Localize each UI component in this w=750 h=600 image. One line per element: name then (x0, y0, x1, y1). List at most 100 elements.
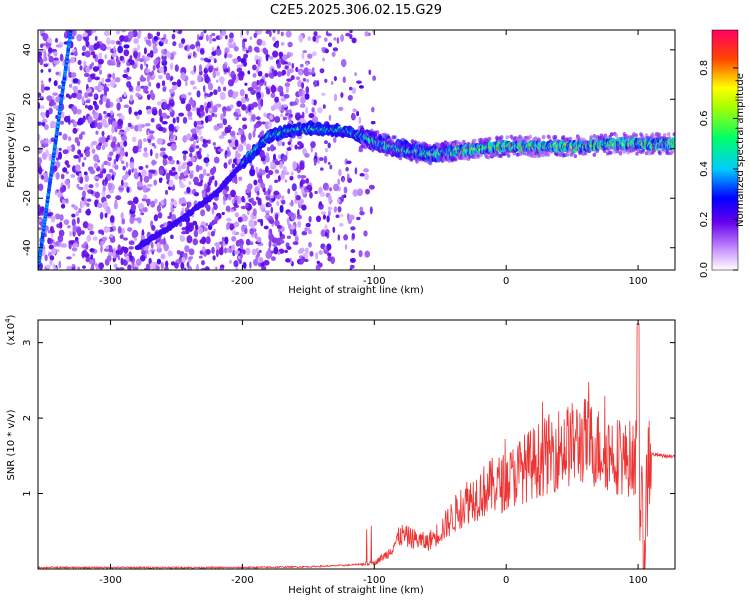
heatmap-noise-cell (171, 81, 177, 86)
heatmap-noise-cell (223, 195, 226, 202)
heatmap-noise-cell (160, 253, 166, 260)
heatmap-noise-cell (304, 153, 310, 158)
heatmap-noise-cell (208, 139, 211, 144)
heatmap-noise-cell (193, 65, 197, 73)
heatmap-noise-cell (198, 128, 202, 136)
heatmap-noise-cell (170, 234, 174, 239)
heatmap-noise-cell (332, 47, 339, 52)
heatmap-noise-cell (38, 183, 44, 191)
heatmap-noise-cell (144, 123, 151, 127)
heatmap-noise-cell (55, 38, 58, 43)
heatmap-noise-cell (75, 211, 79, 217)
heatmap-noise-cell (244, 93, 248, 99)
heatmap-noise-cell (275, 160, 280, 166)
heatmap-noise-cell (137, 123, 142, 132)
heatmap-noise-cell (258, 103, 262, 111)
heatmap-noise-cell (150, 241, 154, 249)
heatmap-noise-cell (133, 217, 140, 221)
heatmap-noise-cell (234, 46, 239, 52)
heatmap-noise-cell (63, 219, 70, 226)
heatmap-noise-cell (80, 131, 86, 136)
heatmap-noise-cell (341, 59, 347, 68)
heatmap-noise-cell (117, 118, 124, 127)
heatmap-noise-cell (71, 247, 78, 252)
heatmap-noise-cell (352, 108, 357, 112)
heatmap-noise-cell (50, 120, 56, 128)
heatmap-noise-cell (363, 230, 368, 237)
heatmap-noise-cell (131, 136, 137, 143)
heatmap-noise-cell (246, 50, 249, 54)
heatmap-noise-cell (264, 81, 267, 86)
heatmap-noise-cell (277, 71, 282, 78)
heatmap-noise-cell (313, 158, 317, 166)
heatmap-noise-cell (76, 226, 82, 235)
heatmap-noise-cell (132, 266, 139, 270)
heatmap-noise-cell (311, 98, 314, 105)
heatmap-noise-cell (346, 160, 352, 164)
heatmap-noise-cell (274, 96, 279, 103)
heatmap-noise-cell (222, 200, 226, 205)
heatmap-noise-cell (352, 189, 358, 197)
heatmap-noise-cell (198, 64, 202, 72)
heatmap-noise-cell (175, 125, 180, 130)
heatmap-noise-cell (102, 95, 107, 102)
heatmap-noise-cell (133, 50, 138, 59)
heatmap-noise-cell (232, 58, 238, 62)
heatmap-noise-cell (297, 174, 302, 179)
heatmap-noise-cell (364, 173, 369, 181)
heatmap-noise-cell (331, 51, 336, 57)
heatmap-noise-cell (189, 97, 193, 105)
heatmap-noise-cell (226, 247, 232, 253)
heatmap-noise-cell (140, 212, 145, 216)
heatmap-noise-cell (159, 115, 163, 123)
heatmap-noise-cell (334, 93, 337, 102)
heatmap-noise-cell (170, 75, 174, 81)
heatmap-noise-cell (210, 230, 215, 237)
heatmap-noise-cell (254, 186, 261, 193)
heatmap-noise-cell (204, 93, 209, 97)
heatmap-noise-cell (69, 230, 72, 237)
heatmap-noise-cell (226, 53, 233, 58)
heatmap-noise-cell (123, 104, 129, 108)
heatmap-noise-cell (349, 34, 353, 40)
heatmap-noise-cell (265, 174, 271, 179)
heatmap-noise-cell (55, 71, 60, 76)
heatmap-noise-cell (65, 171, 69, 175)
heatmap-noise-cell (72, 224, 77, 233)
heatmap-noise-cell (200, 57, 205, 61)
heatmap-noise-cell (327, 161, 331, 165)
heatmap-noise-cell (133, 168, 138, 173)
heatmap-noise-cell (43, 175, 49, 183)
heatmap-noise-cell (128, 106, 132, 115)
heatmap-noise-cell (221, 30, 227, 36)
heatmap-noise-cell (206, 173, 211, 177)
heatmap-noise-cell (225, 205, 231, 212)
heatmap-noise-cell (327, 206, 333, 211)
heatmap-noise-cell (267, 146, 271, 152)
heatmap-noise-cell (303, 258, 309, 262)
heatmap-noise-cell (117, 244, 121, 251)
heatmap-noise-cell (138, 172, 141, 177)
heatmap-noise-cell (220, 113, 224, 121)
heatmap-noise-cell (147, 53, 152, 57)
heatmap-noise-cell (99, 211, 104, 220)
heatmap-noise-cell (159, 147, 166, 152)
heatmap-noise-cell (68, 95, 72, 100)
heatmap-noise-cell (184, 45, 188, 51)
heatmap-noise-cell (304, 93, 310, 100)
heatmap-noise-cell (306, 61, 309, 66)
heatmap-noise-cell (84, 92, 89, 99)
heatmap-noise-cell (98, 81, 102, 89)
heatmap-noise-cell (122, 165, 126, 171)
heatmap-noise-cell (226, 217, 232, 222)
heatmap-noise-cell (138, 148, 142, 153)
heatmap-noise-cell (253, 46, 260, 52)
heatmap-noise-cell (345, 167, 349, 172)
heatmap-noise-cell (73, 205, 78, 211)
heatmap-noise-cell (85, 150, 91, 157)
heatmap-noise-cell (72, 253, 76, 257)
heatmap-noise-cell (356, 80, 362, 84)
heatmap-noise-cell (337, 178, 341, 185)
heatmap-noise-cell (211, 246, 215, 254)
heatmap-noise-cell (239, 259, 242, 264)
